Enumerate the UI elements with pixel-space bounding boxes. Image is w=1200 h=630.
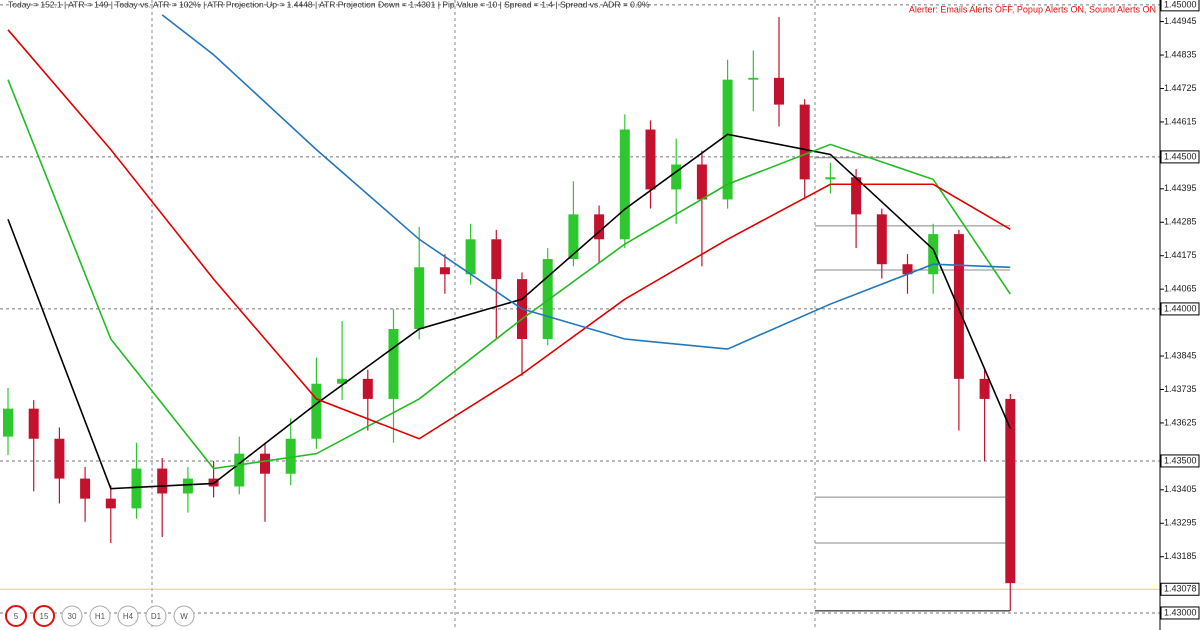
candle-body bbox=[748, 77, 759, 80]
y-tick-label: 1.44000 bbox=[1164, 303, 1197, 313]
moving-average bbox=[7, 133, 1012, 490]
timeframe-button[interactable]: 15 bbox=[33, 605, 55, 627]
timeframe-button[interactable]: 30 bbox=[61, 605, 83, 627]
candle-body bbox=[311, 383, 322, 439]
y-tick-label: 1.44175 bbox=[1164, 250, 1197, 260]
y-tick-label: 1.44065 bbox=[1164, 284, 1197, 294]
tick-label-box bbox=[1160, 0, 1200, 12]
candle-body bbox=[414, 267, 425, 329]
candle-body bbox=[645, 129, 656, 190]
candle-body bbox=[876, 214, 887, 265]
y-tick-label: 1.44835 bbox=[1164, 49, 1197, 59]
candle-body bbox=[851, 177, 862, 215]
info-bar: Today = 152.1 | ATR = 149 | Today vs. AT… bbox=[8, 0, 650, 9]
candle-body bbox=[234, 453, 245, 487]
candle-body bbox=[285, 438, 296, 474]
candle-body bbox=[465, 239, 476, 275]
moving-average bbox=[7, 79, 1011, 470]
current-price-label: 1.43078 bbox=[1164, 584, 1197, 594]
timeframe-bar: 5 15 30 H1 H4 D1 W bbox=[5, 605, 195, 627]
tick-label-box bbox=[1160, 150, 1200, 164]
y-tick-label: 1.43625 bbox=[1164, 417, 1197, 427]
timeframe-label[interactable]: 5 bbox=[14, 612, 19, 621]
candle-body bbox=[568, 214, 579, 260]
candle-body bbox=[619, 129, 630, 240]
timeframe-circle[interactable] bbox=[33, 605, 55, 627]
tick-label-box bbox=[1160, 302, 1200, 316]
y-tick-label: 1.43845 bbox=[1164, 350, 1197, 360]
candle-body bbox=[542, 259, 553, 340]
candle-body bbox=[902, 264, 913, 275]
candle-body bbox=[825, 177, 836, 180]
y-tick-label: 1.44725 bbox=[1164, 83, 1197, 93]
moving-average bbox=[161, 14, 1011, 350]
timeframe-circle[interactable] bbox=[5, 605, 27, 627]
candle-body bbox=[491, 239, 502, 280]
timeframe-button[interactable]: H4 bbox=[117, 605, 139, 627]
y-tick-label: 1.44945 bbox=[1164, 16, 1197, 26]
candle-body bbox=[799, 104, 810, 180]
candle-body bbox=[979, 378, 990, 399]
timeframe-label[interactable]: H1 bbox=[95, 612, 106, 621]
candle-body bbox=[260, 453, 270, 474]
timeframe-button[interactable]: D1 bbox=[145, 605, 167, 627]
candle-body bbox=[28, 408, 39, 439]
y-tick-label: 1.43000 bbox=[1164, 607, 1197, 617]
tick-label-box bbox=[1160, 454, 1200, 468]
candle-body bbox=[439, 267, 450, 275]
candle-body bbox=[182, 478, 193, 494]
candle-body bbox=[722, 79, 733, 200]
timeframe-label[interactable]: 30 bbox=[68, 612, 77, 621]
candle-body bbox=[953, 234, 964, 379]
candle-body bbox=[80, 478, 91, 499]
candle-body bbox=[388, 328, 399, 399]
period-separators bbox=[151, 0, 816, 630]
y-tick-label: 1.43500 bbox=[1164, 455, 1197, 465]
candle-body bbox=[131, 468, 142, 509]
timeframe-button[interactable]: W bbox=[173, 605, 195, 627]
y-tick-label: 1.43405 bbox=[1164, 484, 1197, 494]
timeframe-circle[interactable] bbox=[117, 605, 139, 627]
y-tick-label: 1.43185 bbox=[1164, 551, 1197, 561]
candle-body bbox=[105, 498, 116, 509]
alerter-status: Alerter: Emails Alerts OFF, Popup Alerts… bbox=[909, 4, 1156, 14]
timeframe-button[interactable]: 5 bbox=[5, 605, 27, 627]
plot-area bbox=[0, 0, 1160, 630]
y-tick-label: 1.45000 bbox=[1164, 0, 1197, 9]
timeframe-button[interactable]: H1 bbox=[89, 605, 111, 627]
y-tick-label: 1.43735 bbox=[1164, 384, 1197, 394]
timeframe-circle[interactable] bbox=[61, 605, 83, 627]
moving-average bbox=[7, 29, 1011, 440]
candle-body bbox=[337, 378, 348, 384]
y-tick-label: 1.44285 bbox=[1164, 217, 1197, 227]
timeframe-label[interactable]: 15 bbox=[40, 612, 49, 621]
candle-body bbox=[696, 164, 707, 200]
candle-body bbox=[1005, 398, 1016, 584]
timeframe-label[interactable]: D1 bbox=[151, 612, 162, 621]
y-tick-label: 1.44395 bbox=[1164, 183, 1197, 193]
y-tick-label: 1.43295 bbox=[1164, 518, 1197, 528]
candle-body bbox=[928, 234, 939, 275]
tick-label-box bbox=[1160, 606, 1200, 620]
candle-body bbox=[54, 438, 65, 479]
candle-body bbox=[3, 408, 13, 437]
y-tick-label: 1.44500 bbox=[1164, 151, 1197, 161]
timeframe-circle[interactable] bbox=[89, 605, 111, 627]
candle-body bbox=[774, 77, 784, 105]
timeframe-label[interactable]: W bbox=[180, 612, 188, 621]
timeframe-label[interactable]: H4 bbox=[123, 612, 134, 621]
current-price-box bbox=[1160, 582, 1200, 596]
timeframe-circle[interactable] bbox=[173, 605, 195, 627]
timeframe-circle[interactable] bbox=[145, 605, 167, 627]
candle-body bbox=[362, 378, 373, 399]
y-tick-label: 1.44615 bbox=[1164, 116, 1197, 126]
candle-body bbox=[157, 468, 168, 494]
candle-body bbox=[671, 164, 682, 190]
candle-body bbox=[594, 214, 605, 240]
